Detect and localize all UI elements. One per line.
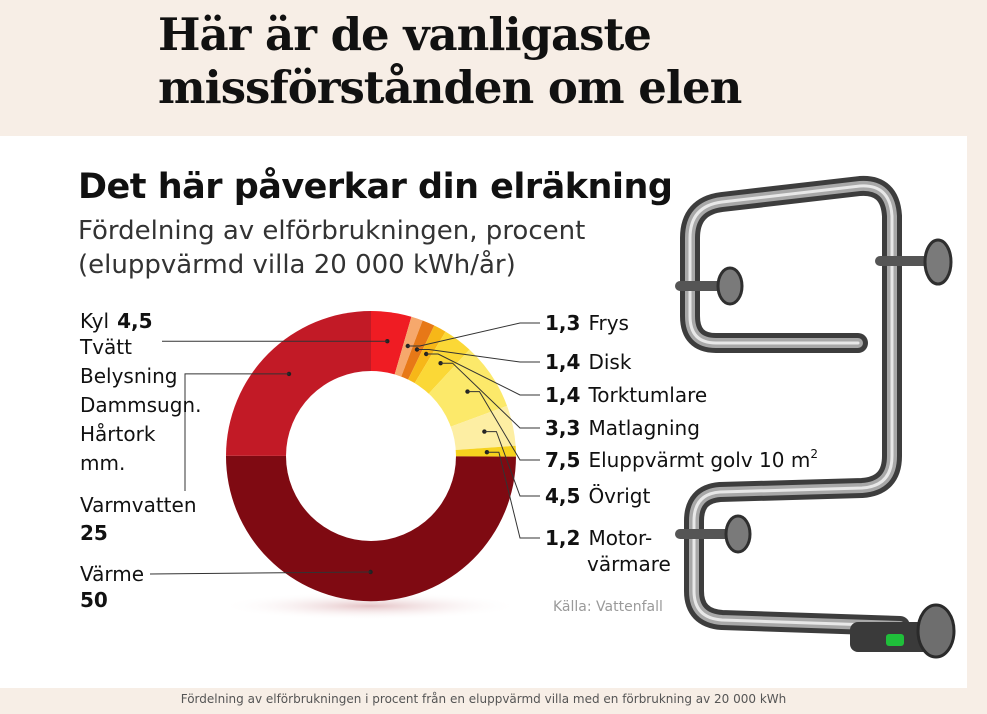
name-frys: Frys <box>588 311 629 335</box>
value-varmvatten: 25 <box>80 521 108 545</box>
headline: Här är de vanligaste missförstånden om e… <box>158 8 742 114</box>
label-ovrigt: 4,5 Övrigt <box>545 484 650 508</box>
name-kyl: Kyl <box>80 309 109 333</box>
leader-line-motor <box>486 451 540 539</box>
donut-shadow <box>220 592 520 620</box>
name-ovrigt: Övrigt <box>588 484 650 508</box>
name-motor: Motor- <box>588 526 652 550</box>
leader-line-frys <box>407 322 540 347</box>
kyl-note-line: Dammsugn. <box>80 393 201 417</box>
value-varme: 50 <box>80 588 108 612</box>
leader-dot-motor <box>484 450 490 455</box>
kyl-note-line: Belysning <box>80 364 177 388</box>
value-kyl: 4,5 <box>117 309 152 333</box>
donut-chart: 1,3 Frys 1,4 Disk 1,4 Torktumlare 3,3 Matlagnin… <box>79 175 956 659</box>
name-matlagning: Matlagning <box>588 416 699 440</box>
leader-line-disk <box>417 349 540 363</box>
name-varme: Värme <box>80 562 144 586</box>
leader-dot-matlagning <box>438 361 443 366</box>
value-ovrigt: 4,5 <box>545 484 580 508</box>
value-eluppvarmt-golv-10-m: 7,5 <box>545 448 580 472</box>
kyl-note-line: mm. <box>80 451 125 475</box>
kyl-note-line: Tvätt <box>79 335 132 359</box>
chart-title: Det här påverkar din elräkning <box>78 167 673 207</box>
label-matlagning: 3,3 Matlagning <box>545 416 700 440</box>
name-disk: Disk <box>588 350 631 374</box>
slice-labels: 1,3 Frys 1,4 Disk 1,4 Torktumlare 3,3 Matlagnin… <box>79 309 818 612</box>
caption: Fördelning av elförbrukningen i procent … <box>180 692 787 706</box>
label-disk: 1,4 Disk <box>545 350 632 374</box>
name-torktumlare: Torktumlare <box>587 383 707 407</box>
source-note: Källa: Vattenfall <box>553 599 663 615</box>
value-motor: 1,2 <box>545 526 580 550</box>
label-frys: 1,3 Frys <box>545 311 629 335</box>
leader-line-varmvatten <box>184 373 289 491</box>
infographic-panel: Det här påverkar din elräkning Fördelnin… <box>0 136 967 688</box>
donut-hole <box>286 371 456 541</box>
label-eluppvarmt-golv-10-m: 7,5 Eluppvärmt golv 10 m2 <box>545 447 818 472</box>
name-sup-eluppvarmt-golv-10-m: 2 <box>810 447 818 461</box>
leader-line-eluppvarmt-golv-10-m <box>467 391 540 461</box>
leader-line-matlagning <box>440 362 540 429</box>
towel-radiator-illustration <box>675 175 956 659</box>
name-varmvatten: Varmvatten <box>80 493 197 517</box>
leader-line-ovrigt <box>484 431 540 497</box>
kyl-note-line: Hårtork <box>80 422 156 446</box>
label-kyl: Kyl 4,5 <box>80 309 153 333</box>
value-matlagning: 3,3 <box>545 416 580 440</box>
label-motor: 1,2 Motor- <box>545 526 652 550</box>
leader-line-torktumlare <box>426 353 540 396</box>
value-torktumlare: 1,4 <box>545 383 580 407</box>
label-torktumlare: 1,4 Torktumlare <box>545 383 707 407</box>
name-eluppvarmt-golv-10-m: Eluppvärmt golv 10 m <box>588 448 810 472</box>
chart-subtitle: Fördelning av elförbrukningen, procent (… <box>78 216 586 280</box>
label-line2-motor: värmare <box>587 552 671 576</box>
value-disk: 1,4 <box>545 350 580 374</box>
leader-dot-ovrigt <box>482 429 487 434</box>
leader-line-varme <box>149 571 371 575</box>
value-frys: 1,3 <box>545 311 580 335</box>
leader-lines <box>149 322 540 575</box>
